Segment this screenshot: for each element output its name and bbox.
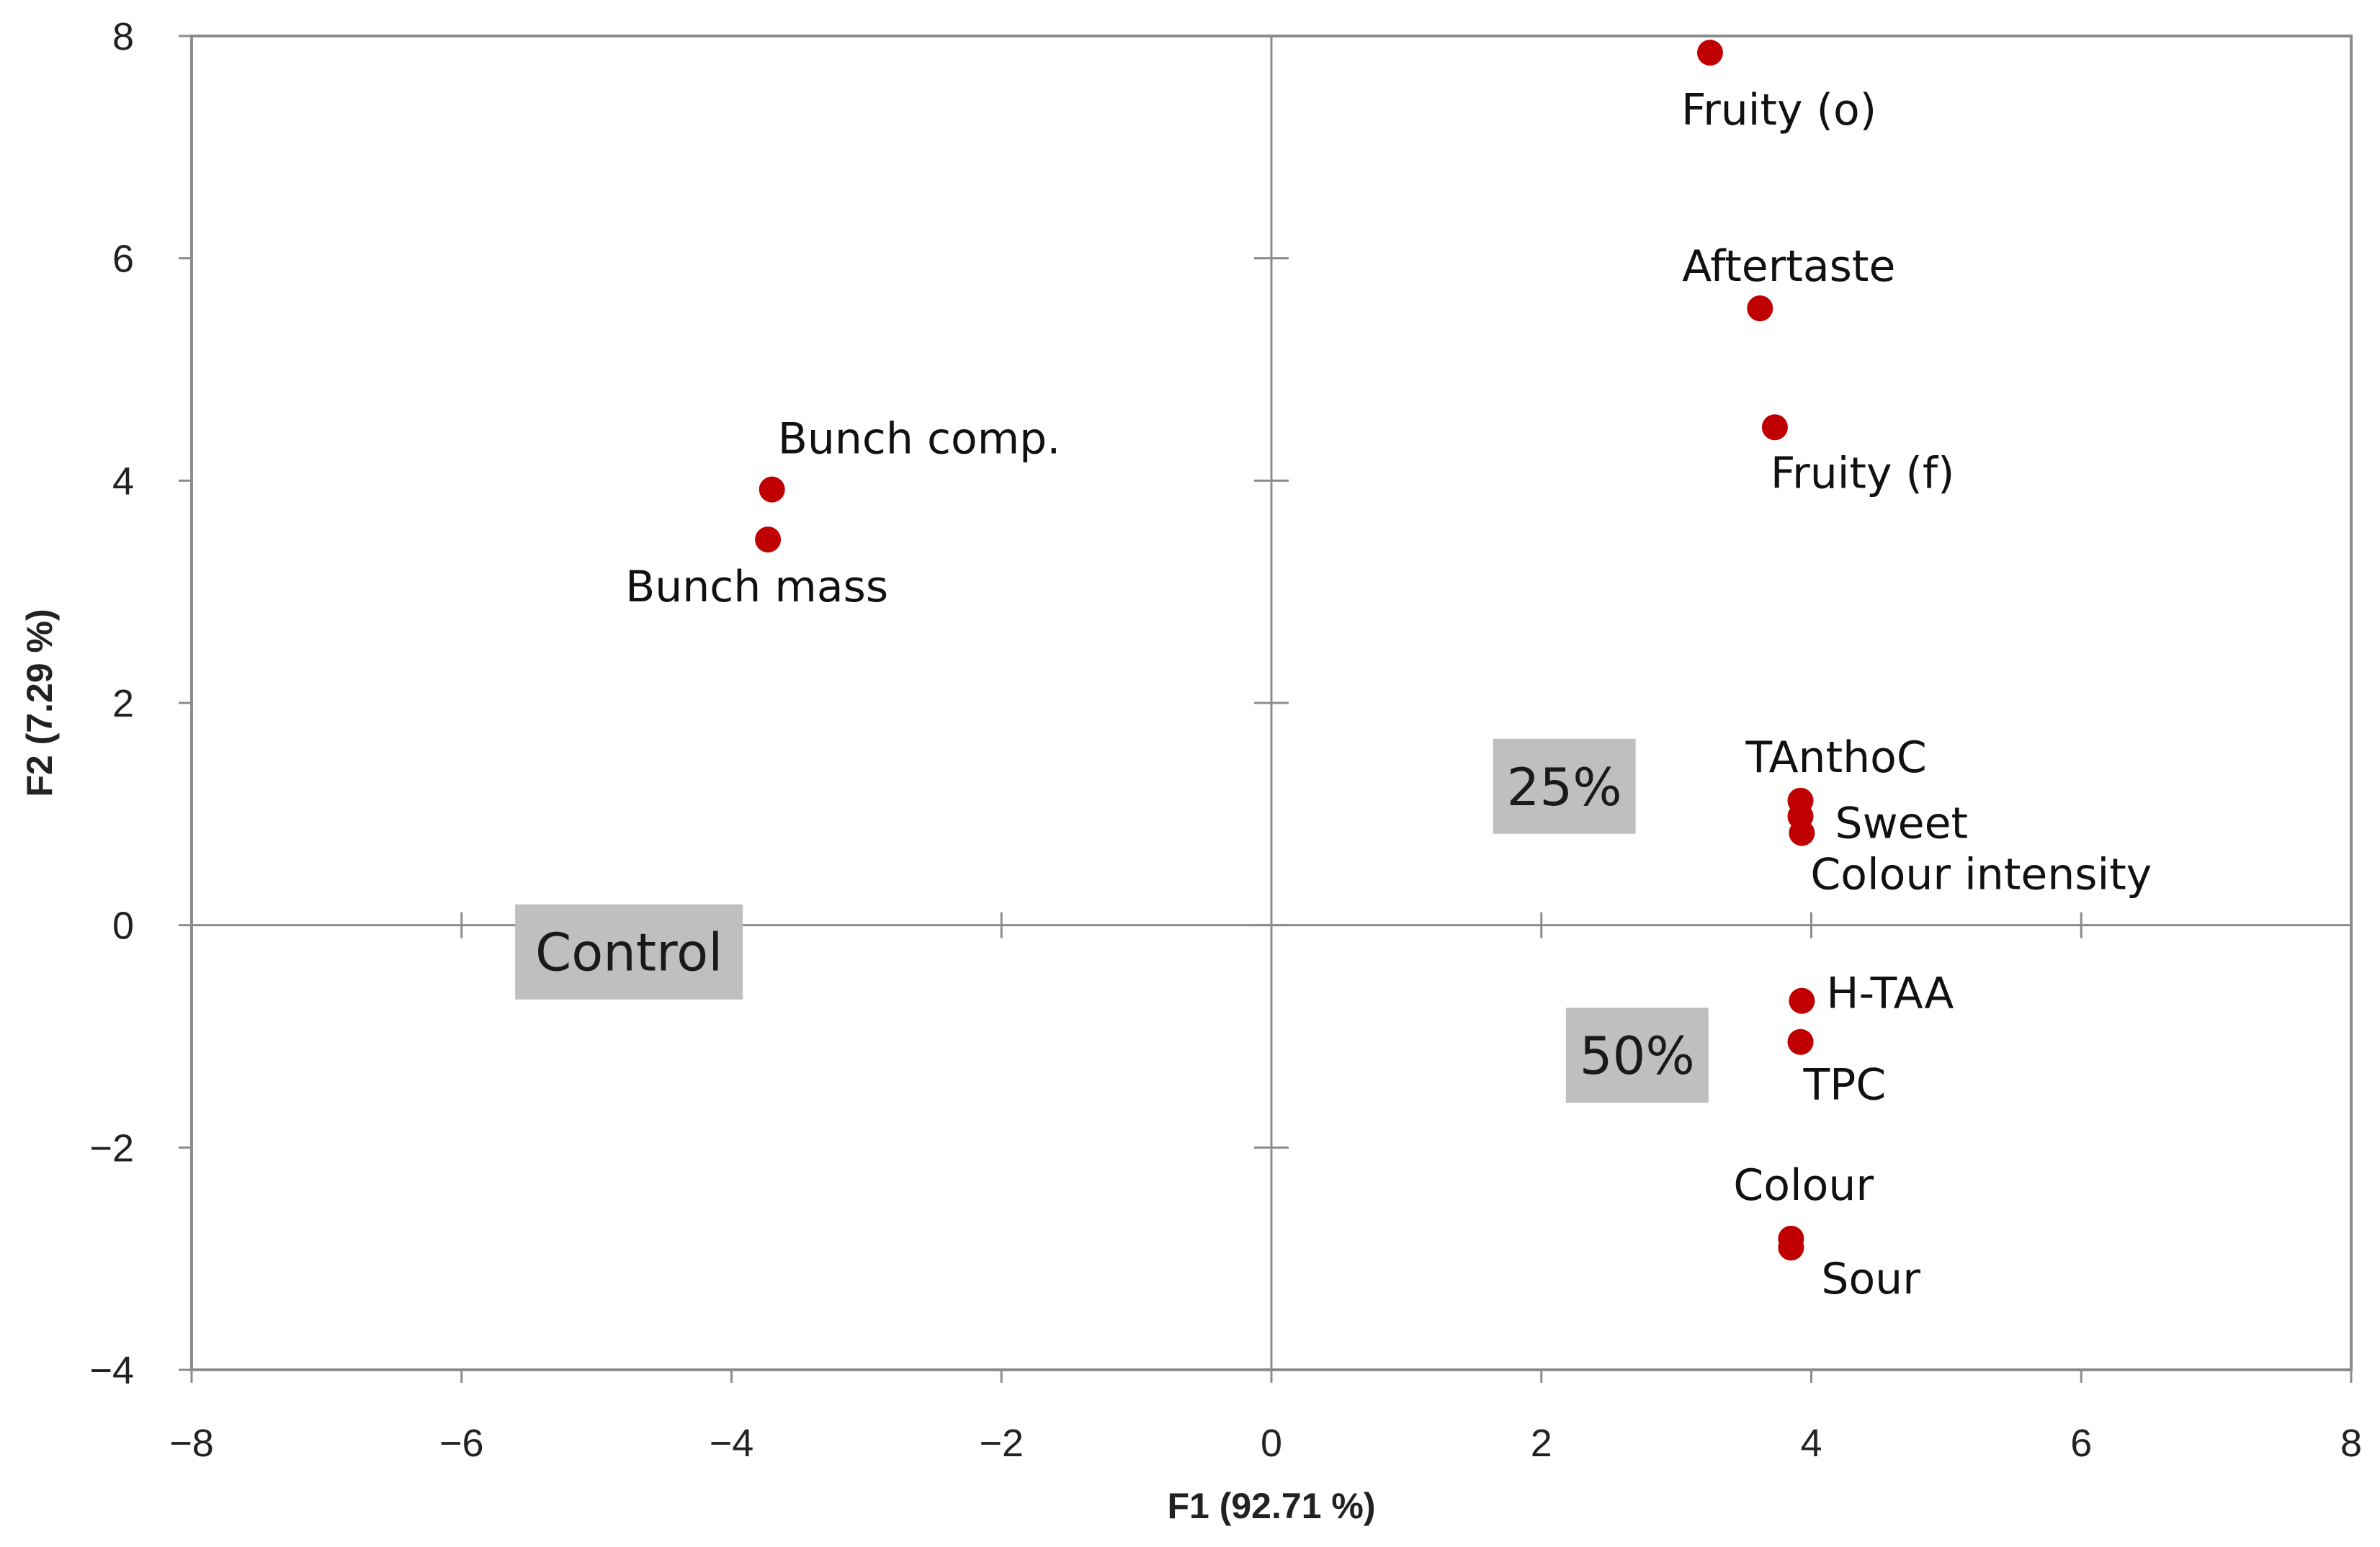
point-label: Fruity (f) bbox=[1771, 448, 1955, 498]
point-label: TAnthoC bbox=[1745, 732, 1927, 783]
x-axis-title: F1 (92.71 %) bbox=[1167, 1486, 1375, 1526]
data-point bbox=[1789, 820, 1815, 846]
group-label-text: 50% bbox=[1580, 1026, 1695, 1086]
point-label: Bunch mass bbox=[625, 562, 888, 612]
data-point bbox=[1787, 1028, 1814, 1055]
x-tick-label: 6 bbox=[2070, 1422, 2092, 1465]
y-tick-label: 0 bbox=[112, 905, 134, 948]
point-label: Aftertaste bbox=[1682, 241, 1895, 292]
point-label: Bunch comp. bbox=[778, 414, 1061, 465]
y-tick-label: 2 bbox=[112, 682, 134, 725]
x-tick-labels: −8 −6 −4 −2 0 2 4 6 8 bbox=[169, 1422, 2362, 1465]
data-point bbox=[1696, 40, 1723, 66]
group-label-box bbox=[1565, 1008, 1709, 1103]
point-labels: Fruity (o) Aftertaste Fruity (f) Bunch comp… bbox=[625, 85, 2152, 1304]
point-label: H-TAA bbox=[1826, 969, 1954, 1019]
x-tick-label: 0 bbox=[1261, 1422, 1282, 1465]
data-points bbox=[755, 40, 1815, 1261]
y-tick-labels: −4 −2 0 2 4 6 8 bbox=[89, 15, 134, 1392]
group-label-box bbox=[515, 904, 743, 1000]
y-tick-label: 8 bbox=[112, 15, 134, 58]
group-label-text: Control bbox=[535, 923, 722, 983]
y-axis-title: F2 (7.29 %) bbox=[19, 609, 60, 797]
data-point bbox=[1778, 1234, 1804, 1261]
data-point bbox=[1789, 987, 1815, 1014]
data-point bbox=[755, 526, 782, 553]
group-label-box bbox=[1493, 738, 1636, 834]
group-labels: Control 25% 50% bbox=[515, 738, 1709, 1103]
data-point bbox=[759, 476, 785, 503]
point-label: Fruity (o) bbox=[1681, 85, 1876, 135]
point-label: Sweet bbox=[1835, 798, 1969, 848]
y-tick-label: 6 bbox=[112, 238, 134, 281]
group-label-text: 25% bbox=[1507, 757, 1622, 817]
x-tick-label: −8 bbox=[169, 1422, 214, 1465]
x-tick-label: 8 bbox=[2340, 1422, 2362, 1465]
data-point bbox=[1747, 295, 1773, 322]
x-tick-label: 2 bbox=[1531, 1422, 1552, 1465]
x-tick-label: 4 bbox=[1800, 1422, 1822, 1465]
y-tick-label: 4 bbox=[112, 459, 134, 503]
x-tick-label: −4 bbox=[710, 1422, 754, 1465]
x-tick-label: −2 bbox=[979, 1422, 1024, 1465]
tick-marks bbox=[179, 35, 2353, 1383]
y-tick-label: −2 bbox=[89, 1126, 134, 1170]
point-label: Colour bbox=[1733, 1160, 1874, 1211]
y-tick-label: −4 bbox=[89, 1349, 134, 1392]
point-label: TPC bbox=[1803, 1060, 1887, 1111]
point-label: Sour bbox=[1821, 1254, 1920, 1304]
x-tick-label: −6 bbox=[439, 1422, 484, 1465]
point-label: Colour intensity bbox=[1810, 850, 2152, 900]
data-point bbox=[1761, 414, 1788, 441]
